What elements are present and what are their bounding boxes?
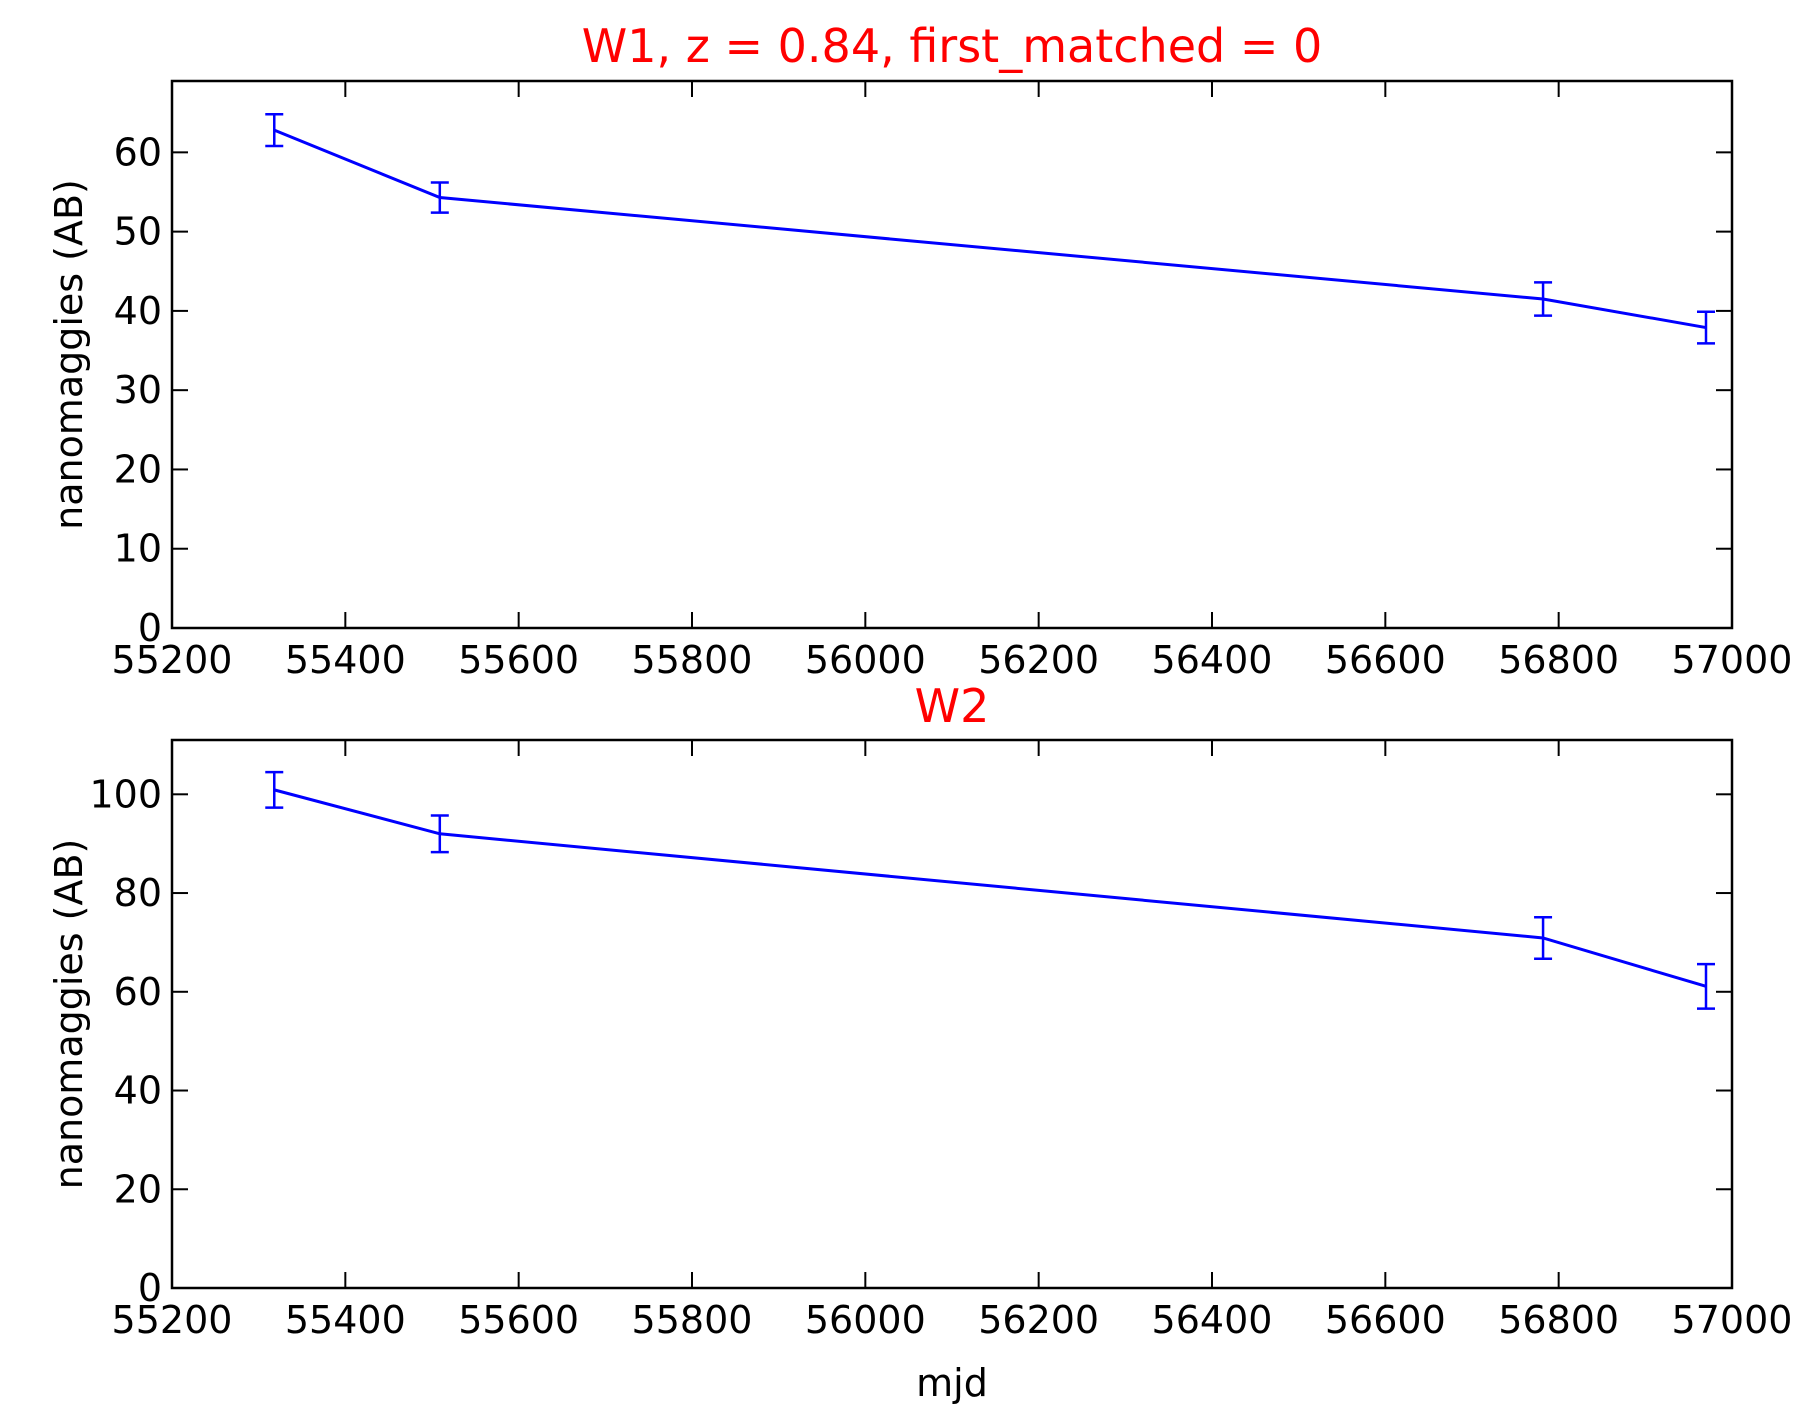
- series-line: [273, 128, 1707, 330]
- y-tick-label: 0: [138, 606, 162, 650]
- x-tick-label: 56800: [1498, 1298, 1619, 1342]
- axes-frame: [170, 738, 1734, 1290]
- x-tick-label: 57000: [1672, 1298, 1793, 1342]
- y-tick-label: 0: [138, 1266, 162, 1310]
- x-tick-label: 56600: [1325, 1298, 1446, 1342]
- x-tick-label: 57000: [1672, 638, 1793, 682]
- y-tick-label: 40: [114, 1069, 162, 1113]
- x-axis-label: mjd: [916, 1361, 988, 1405]
- x-tick-label: 56200: [978, 638, 1099, 682]
- w2-panel: W2 55200 55400 55600 55800 56000 56200 56400 566…: [47, 679, 1792, 1405]
- x-tick-label: 56400: [1152, 638, 1273, 682]
- y-tick-label: 30: [114, 368, 162, 412]
- x-tick-label: 55400: [285, 1298, 406, 1342]
- x-tick-label: 55800: [632, 638, 753, 682]
- axes-frame: [170, 79, 1734, 630]
- y-axis-label: nanomaggies (AB): [47, 179, 91, 530]
- y-tick-label: 20: [114, 1167, 162, 1211]
- y-tick-label: 100: [89, 772, 162, 816]
- x-tick-label: 56200: [978, 1298, 1099, 1342]
- w1-panel: W1, z = 0.84, first_matched = 0 55200 5540…: [47, 19, 1792, 682]
- x-tick-label: 55200: [112, 1298, 233, 1342]
- y-tick-label: 80: [114, 871, 162, 915]
- x-tick-label: 55200: [112, 638, 233, 682]
- y-tick-label: 50: [114, 210, 162, 254]
- y-tick-label: 60: [114, 130, 162, 174]
- chart-title: W1, z = 0.84, first_matched = 0: [582, 19, 1323, 73]
- x-tick-label: 56000: [805, 638, 926, 682]
- y-tick-label: 20: [114, 447, 162, 491]
- x-tick-label: 55400: [285, 638, 406, 682]
- x-tick-label: 55800: [632, 1298, 753, 1342]
- x-tick-label: 55600: [458, 638, 579, 682]
- x-tick-label: 56400: [1152, 1298, 1273, 1342]
- y-axis-label: nanomaggies (AB): [47, 839, 91, 1190]
- x-tick-label: 56600: [1325, 638, 1446, 682]
- chart-title: W2: [915, 679, 990, 733]
- x-tick-label: 55600: [458, 1298, 579, 1342]
- x-tick-label: 56000: [805, 1298, 926, 1342]
- y-tick-label: 40: [114, 289, 162, 333]
- series-line: [273, 788, 1707, 988]
- x-tick-label: 56800: [1498, 638, 1619, 682]
- y-tick-label: 60: [114, 970, 162, 1014]
- y-tick-label: 10: [114, 527, 162, 571]
